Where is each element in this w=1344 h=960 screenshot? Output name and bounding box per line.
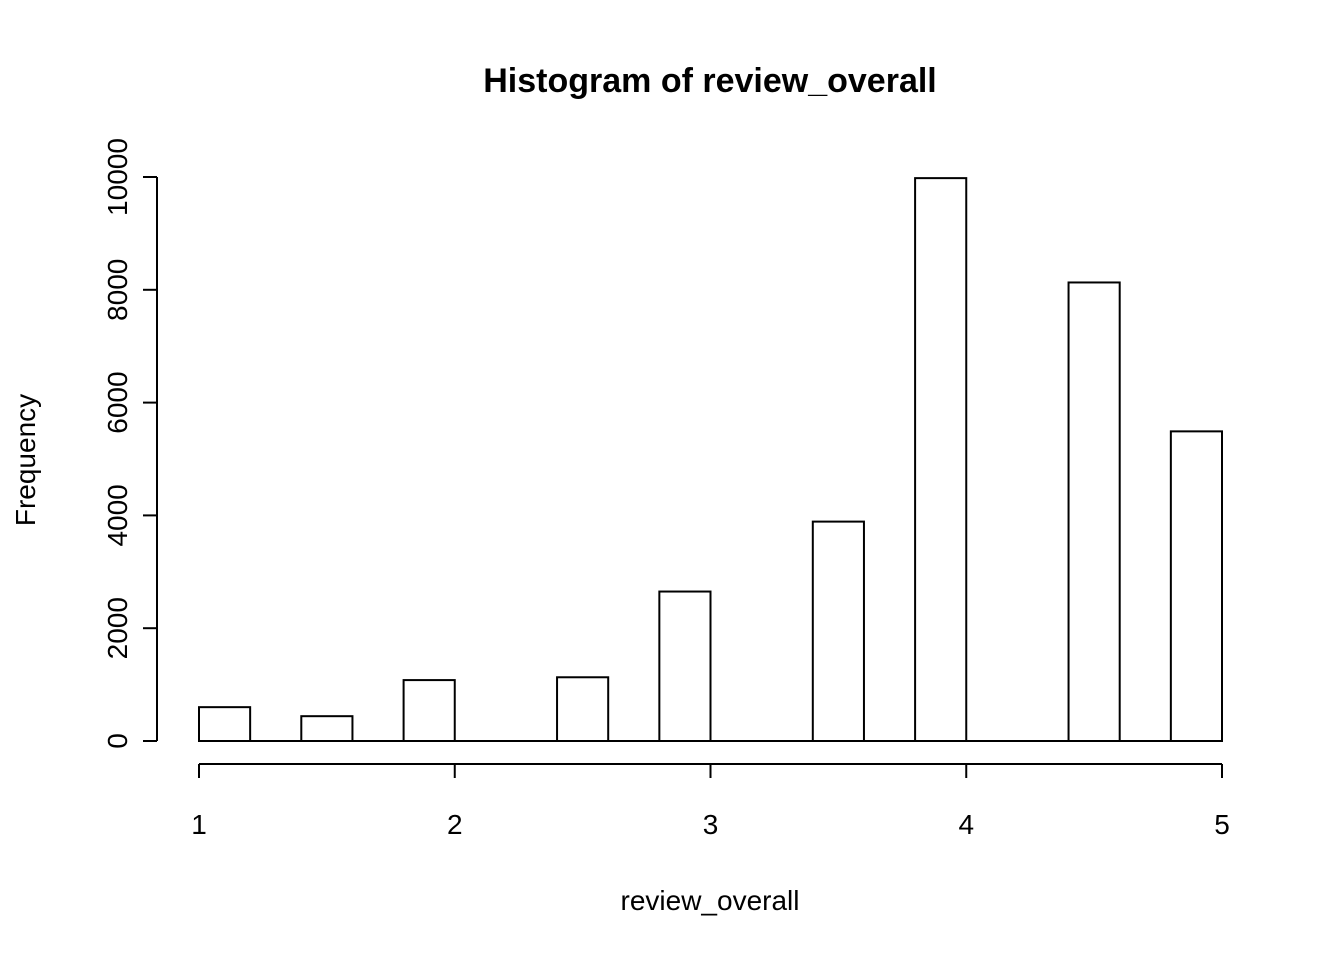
histogram-bar-0 <box>198 706 252 742</box>
histogram-bar-7 <box>1067 281 1121 742</box>
y-tick-label-0: 0 <box>102 733 133 749</box>
y-axis-label: Frequency <box>10 394 41 526</box>
x-tick-label-3: 4 <box>958 809 974 840</box>
bars-group <box>198 177 1223 743</box>
histogram-bar-1 <box>300 715 354 743</box>
histogram-bar-5 <box>811 520 865 742</box>
histogram-bar-3 <box>556 676 610 743</box>
y-tick-label-2: 4000 <box>102 484 133 546</box>
y-tick-label-5: 10000 <box>102 138 133 216</box>
y-tick-label-3: 6000 <box>102 371 133 433</box>
y-axis: 0 2000 4000 6000 8000 10000 <box>102 138 158 749</box>
x-tick-label-4: 5 <box>1214 809 1230 840</box>
x-tick-label-0: 1 <box>191 809 207 840</box>
chart-title: Histogram of review_overall <box>483 62 937 100</box>
x-tick-label-2: 3 <box>703 809 719 840</box>
histogram-bar-6 <box>914 177 968 743</box>
histogram-bar-2 <box>402 679 456 743</box>
x-axis: 1 2 3 4 5 <box>191 763 1230 840</box>
y-tick-label-4: 8000 <box>102 259 133 321</box>
histogram-bar-4 <box>658 590 712 742</box>
y-tick-label-1: 2000 <box>102 597 133 659</box>
x-tick-label-1: 2 <box>447 809 463 840</box>
histogram-bar-8 <box>1169 430 1223 742</box>
x-axis-label: review_overall <box>621 885 800 916</box>
